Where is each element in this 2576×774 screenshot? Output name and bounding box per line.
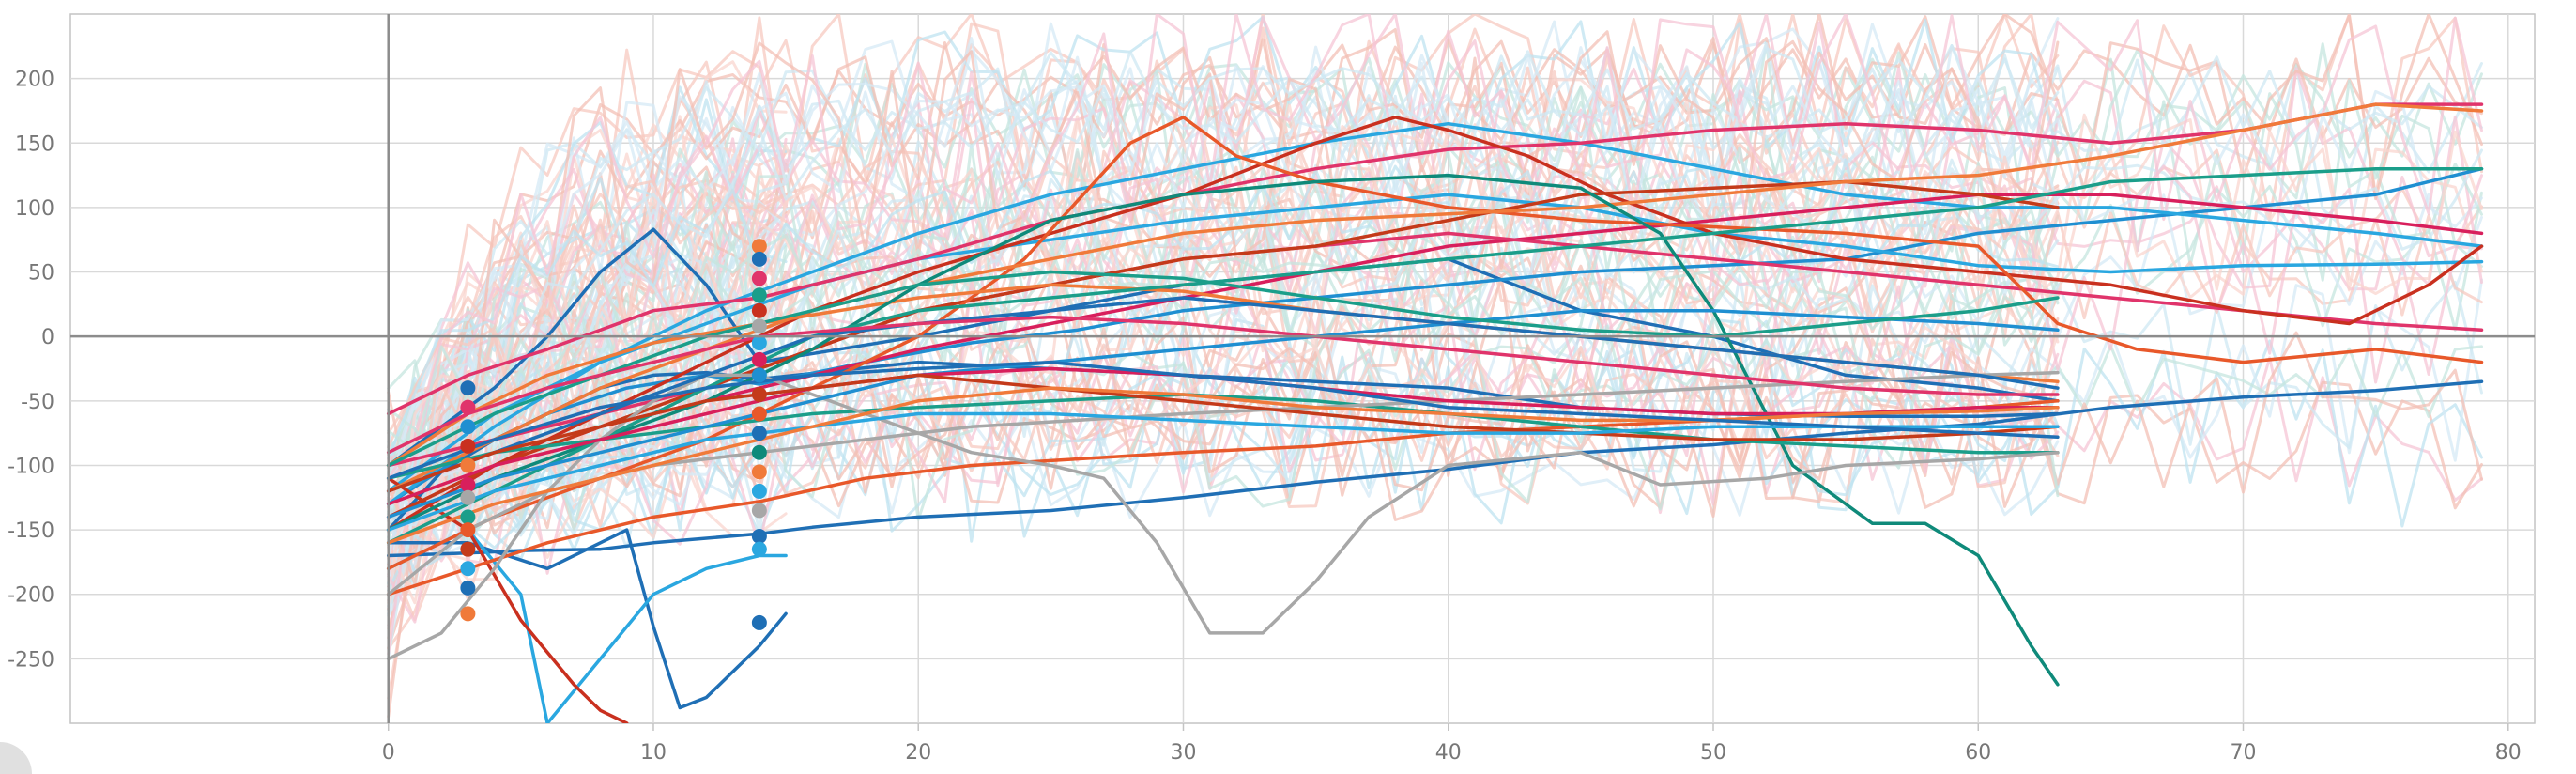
y-tick-label: -250 bbox=[8, 648, 54, 672]
faint-series-line bbox=[387, 158, 2060, 459]
x-tick-label: 40 bbox=[1435, 741, 1462, 765]
x-tick-label: 10 bbox=[640, 741, 667, 765]
data-point-marker[interactable] bbox=[460, 457, 476, 473]
data-point-marker[interactable] bbox=[751, 302, 767, 318]
y-tick-label: 50 bbox=[28, 262, 54, 286]
data-point-marker[interactable] bbox=[751, 271, 767, 286]
data-point-marker[interactable] bbox=[751, 351, 767, 367]
faint-series-line bbox=[387, 14, 2483, 656]
data-point-marker[interactable] bbox=[460, 380, 476, 396]
series-line[interactable] bbox=[386, 193, 2484, 506]
x-tick-label: 50 bbox=[1700, 741, 1726, 765]
data-point-marker[interactable] bbox=[460, 606, 476, 622]
data-point-marker[interactable] bbox=[751, 239, 767, 255]
data-point-marker[interactable] bbox=[751, 406, 767, 422]
data-point-marker[interactable] bbox=[460, 489, 476, 505]
y-tick-label: 150 bbox=[15, 132, 54, 156]
x-tick-label: 0 bbox=[382, 741, 395, 765]
faint-series-line bbox=[387, 50, 2483, 616]
faint-series-line bbox=[387, 78, 2060, 467]
faint-series-line bbox=[387, 30, 2060, 719]
series-line[interactable] bbox=[386, 102, 2484, 493]
series-line[interactable] bbox=[386, 379, 2484, 558]
series-line[interactable] bbox=[386, 411, 2060, 532]
series-line[interactable] bbox=[386, 116, 2484, 532]
faint-series-line bbox=[387, 262, 2060, 624]
y-tick-label: -100 bbox=[8, 455, 54, 478]
axis-layer bbox=[70, 14, 2535, 731]
data-point-marker[interactable] bbox=[460, 541, 476, 557]
series-line[interactable] bbox=[386, 227, 2060, 468]
x-tick-label: 60 bbox=[1965, 741, 1991, 765]
faint-series-line bbox=[387, 179, 788, 449]
faint-series-line bbox=[387, 326, 2060, 605]
series-layer bbox=[386, 102, 2484, 723]
faint-series-line bbox=[387, 97, 2483, 551]
faint-series-line bbox=[387, 144, 788, 485]
faint-series-line bbox=[387, 447, 788, 590]
y-tick-label: 0 bbox=[41, 326, 54, 349]
x-tick-label: 20 bbox=[905, 741, 931, 765]
series-line[interactable] bbox=[386, 121, 2484, 493]
data-point-marker[interactable] bbox=[751, 318, 767, 334]
faint-series-line bbox=[387, 39, 2483, 640]
data-point-marker[interactable] bbox=[751, 367, 767, 383]
data-point-marker[interactable] bbox=[460, 561, 476, 577]
series-line[interactable] bbox=[386, 373, 2060, 661]
y-tick-label: 200 bbox=[15, 69, 54, 92]
series-line[interactable] bbox=[386, 373, 2060, 493]
faint-series-line bbox=[387, 325, 2483, 549]
data-point-marker[interactable] bbox=[751, 444, 767, 460]
series-line[interactable] bbox=[386, 386, 2060, 545]
faint-series-line bbox=[387, 210, 2483, 440]
data-point-marker[interactable] bbox=[751, 251, 767, 267]
series-line[interactable] bbox=[386, 166, 2484, 545]
y-tick-label: -200 bbox=[8, 584, 54, 608]
y-tick-label: -50 bbox=[21, 391, 54, 414]
faint-series-line bbox=[387, 44, 2060, 557]
series-line[interactable] bbox=[386, 476, 629, 723]
series-line[interactable] bbox=[386, 528, 788, 710]
series-line[interactable] bbox=[386, 270, 2060, 468]
series-line[interactable] bbox=[386, 102, 2484, 416]
series-line[interactable] bbox=[386, 360, 2060, 480]
faint-series-line bbox=[387, 198, 2060, 453]
data-point-marker[interactable] bbox=[751, 503, 767, 519]
data-point-marker[interactable] bbox=[460, 509, 476, 525]
data-point-marker[interactable] bbox=[751, 528, 767, 544]
data-point-marker[interactable] bbox=[751, 386, 767, 402]
y-tick-label: 100 bbox=[15, 197, 54, 221]
data-point-marker[interactable] bbox=[751, 287, 767, 303]
faint-series-line bbox=[387, 393, 788, 575]
data-point-marker[interactable] bbox=[751, 541, 767, 557]
data-point-marker[interactable] bbox=[751, 335, 767, 351]
series-line[interactable] bbox=[386, 308, 2060, 519]
y-tick-label: -150 bbox=[8, 519, 54, 543]
x-tick-label: 70 bbox=[2231, 741, 2257, 765]
series-line[interactable] bbox=[386, 315, 2060, 455]
data-point-marker[interactable] bbox=[460, 580, 476, 596]
faint-series-line bbox=[387, 45, 2060, 609]
corner-scroll-indicator bbox=[0, 742, 32, 774]
data-point-marker[interactable] bbox=[460, 438, 476, 454]
data-point-marker[interactable] bbox=[751, 614, 767, 630]
faint-series-line bbox=[387, 163, 2060, 659]
x-tick-label: 80 bbox=[2495, 741, 2522, 765]
series-line[interactable] bbox=[386, 528, 788, 723]
data-point-marker[interactable] bbox=[460, 477, 476, 493]
data-point-marker[interactable] bbox=[460, 419, 476, 435]
data-point-marker[interactable] bbox=[460, 399, 476, 415]
tick-label-layer: 0 10 20 30 40 50 60 70 80 200 150 100 50 0 -50 -100 -150… bbox=[8, 69, 2522, 765]
plot-frame bbox=[69, 13, 2536, 724]
marker-layer bbox=[460, 239, 767, 630]
data-point-marker[interactable] bbox=[751, 464, 767, 480]
x-tick-label: 30 bbox=[1170, 741, 1196, 765]
data-point-marker[interactable] bbox=[751, 426, 767, 441]
data-point-marker[interactable] bbox=[751, 483, 767, 499]
data-point-marker[interactable] bbox=[460, 522, 476, 538]
